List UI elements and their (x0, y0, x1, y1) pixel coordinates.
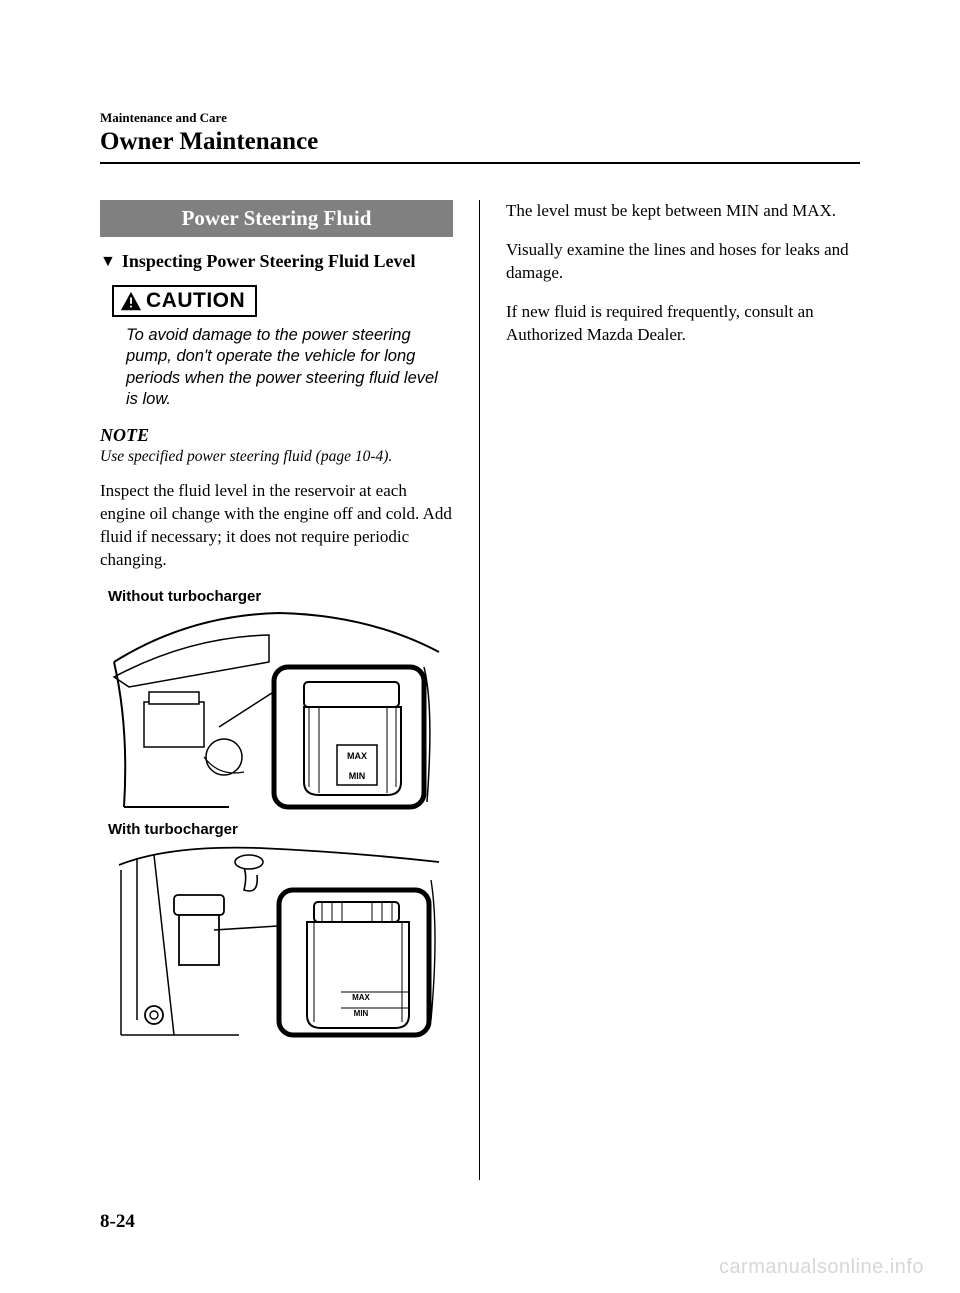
figure-2-label: With turbocharger (108, 821, 453, 838)
subsection-title: Inspecting Power Steering Fluid Level (122, 251, 416, 272)
chapter-title: Maintenance and Care (100, 110, 860, 126)
left-column: Power Steering Fluid ▼ Inspecting Power … (100, 200, 480, 1180)
body-paragraph: If new fluid is required frequently, con… (506, 301, 860, 347)
section-title: Owner Maintenance (100, 128, 860, 156)
right-column: The level must be kept between MIN and M… (480, 200, 860, 1180)
content-columns: Power Steering Fluid ▼ Inspecting Power … (100, 200, 860, 1180)
caution-label: CAUTION (146, 289, 245, 313)
page-number: 8-24 (100, 1211, 135, 1233)
header-divider (100, 162, 860, 164)
figure-1-engine-bay: MAX MIN (109, 607, 444, 815)
caution-text: To avoid damage to the power steering pu… (126, 325, 453, 411)
watermark: carmanualsonline.info (719, 1256, 924, 1279)
reservoir-max-label: MAX (347, 751, 367, 761)
subsection-heading: ▼ Inspecting Power Steering Fluid Level (100, 251, 453, 273)
reservoir-max-label: MAX (352, 993, 370, 1002)
note-text: Use specified power steering fluid (page… (100, 448, 453, 466)
body-paragraph: Visually examine the lines and hoses for… (506, 239, 860, 285)
body-paragraph: Inspect the fluid level in the reservoir… (100, 480, 453, 572)
page-header: Maintenance and Care Owner Maintenance (100, 110, 860, 164)
manual-page: Maintenance and Care Owner Maintenance P… (0, 0, 960, 1293)
topic-title-box: Power Steering Fluid (100, 200, 453, 237)
warning-triangle-icon (120, 291, 142, 311)
body-paragraph: The level must be kept between MIN and M… (506, 200, 860, 223)
note-heading: NOTE (100, 425, 453, 446)
down-triangle-icon: ▼ (100, 251, 116, 273)
reservoir-min-label: MIN (354, 1009, 369, 1018)
figure-1-label: Without turbocharger (108, 588, 453, 605)
caution-box: CAUTION (112, 285, 257, 317)
reservoir-min-label: MIN (349, 771, 366, 781)
figure-2-engine-bay: MAX MIN (109, 840, 444, 1048)
